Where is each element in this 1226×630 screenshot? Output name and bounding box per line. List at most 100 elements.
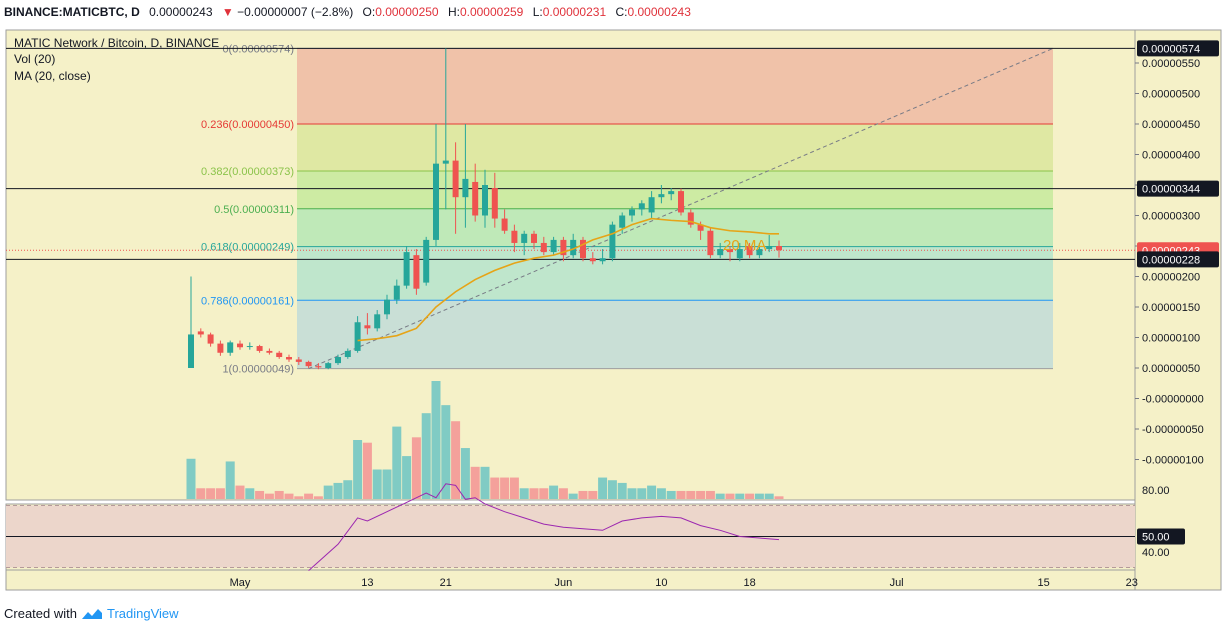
price-badge [1137, 180, 1219, 197]
volume-bar [372, 469, 382, 499]
candle-body [668, 191, 675, 195]
x-tick-label: Jul [890, 577, 904, 589]
volume-bar [637, 488, 647, 499]
candle-body [736, 249, 743, 259]
tradingview-link[interactable]: TradingView [106, 606, 179, 621]
fib-level-label: 0.382(0.00000373) [201, 166, 294, 178]
candle-body [766, 246, 773, 250]
candle-body [560, 239, 567, 256]
x-tick-label: 10 [655, 577, 667, 589]
volume-bar [607, 480, 617, 499]
y-tick-label: 0.00000150 [1142, 302, 1200, 314]
fib-zone [297, 170, 1053, 209]
rsi-tick-label: 80.00 [1142, 485, 1170, 497]
y-tick-label: 0.00000200 [1142, 272, 1200, 284]
candle-body [580, 239, 586, 259]
candle-body [776, 246, 782, 251]
candle-body [335, 357, 341, 364]
volume-bar [656, 488, 666, 499]
rsi-value-label: 50.00 [1142, 532, 1170, 544]
volume-bar [539, 488, 549, 499]
fib-level-label: 0(0.00000574) [222, 43, 294, 55]
candle-body [246, 346, 253, 348]
candle-body [364, 325, 371, 329]
rsi-line [308, 483, 780, 571]
volume-bar [745, 493, 755, 499]
candle-body [266, 350, 273, 353]
volume-bar [294, 496, 304, 499]
candle-body [727, 249, 733, 253]
volume-bar [225, 461, 235, 499]
footer: Created with TradingView [4, 606, 179, 621]
candle-body [452, 160, 459, 198]
high-value: 0.00000259 [459, 5, 524, 19]
symbol-name[interactable]: BINANCE:MATICBTC, D [4, 5, 140, 19]
volume-bar [264, 493, 274, 499]
volume-bar [715, 493, 725, 499]
x-tick-label: 18 [743, 577, 755, 589]
price-change: −0.00000007 (−2.8%) [237, 5, 354, 19]
volume-bar [558, 488, 568, 499]
last-price: 0.00000243 [149, 5, 213, 19]
candle-body [227, 342, 234, 353]
x-tick-label: 15 [1037, 577, 1049, 589]
y-tick-label: 0.00000050 [1142, 363, 1200, 375]
price-badge-label: 0.00000574 [1142, 43, 1200, 55]
candle-body [472, 181, 479, 216]
candle-body [197, 331, 204, 335]
volume-bar [774, 496, 784, 499]
volume-bar [411, 437, 421, 499]
y-tick-label: -0.00000000 [1142, 394, 1204, 406]
fib-zone [297, 300, 1053, 369]
candle-body [609, 224, 616, 259]
volume-bar [196, 488, 206, 499]
price-badge-label: 0.00000228 [1142, 254, 1200, 266]
candle-body [570, 239, 577, 256]
close-value: 0.00000243 [627, 5, 691, 19]
volume-bar [666, 490, 676, 499]
volume-bar [186, 458, 196, 499]
x-tick-label: 21 [440, 577, 452, 589]
low-value: 0.00000231 [542, 5, 607, 19]
candle-body [531, 233, 537, 243]
candle-body [305, 361, 312, 367]
volume-bar [578, 490, 588, 499]
candle-body [746, 246, 753, 256]
candle-body [756, 249, 763, 256]
candle-body [217, 343, 224, 353]
volume-bar [304, 493, 314, 499]
x-tick-label: 13 [361, 577, 373, 589]
candle-body [276, 352, 283, 358]
candle-body [295, 359, 302, 362]
y-tick-label: 0.00000500 [1142, 89, 1200, 101]
candle-body [442, 160, 449, 164]
symbol-header: BINANCE:MATICBTC, D 0.00000243 ▼ −0.0000… [0, 0, 1226, 24]
candle-body [384, 299, 390, 315]
candle-body [648, 197, 655, 213]
candle-body [462, 178, 469, 198]
fib-zone [297, 246, 1053, 301]
volume-bar [686, 490, 696, 499]
candle-body [256, 346, 263, 351]
volume-bar [480, 466, 490, 499]
volume-bar [627, 488, 637, 499]
volume-bar [617, 482, 627, 499]
candle-body [374, 314, 381, 329]
candle-body [697, 224, 704, 231]
y-tick-label: -0.00000100 [1142, 455, 1204, 467]
x-tick-label: May [230, 577, 251, 589]
close-label: C: [615, 5, 628, 19]
candle-body [707, 230, 714, 256]
volume-bar [431, 381, 441, 499]
volume-bar [402, 456, 412, 499]
legend-ma: MA (20, close) [14, 69, 91, 83]
fib-zone [297, 124, 1053, 171]
legend-volume: Vol (20) [14, 52, 55, 66]
volume-bar [313, 496, 323, 499]
chart-canvas[interactable]: 0(0.00000574) 0.236(0.00000450) 0.382(0.00… [0, 24, 1226, 604]
candle-body [482, 185, 488, 216]
volume-bar [549, 485, 559, 499]
candle-body [717, 249, 724, 256]
candle-body [619, 215, 626, 228]
price-badge-label: 0.00000344 [1142, 184, 1200, 196]
